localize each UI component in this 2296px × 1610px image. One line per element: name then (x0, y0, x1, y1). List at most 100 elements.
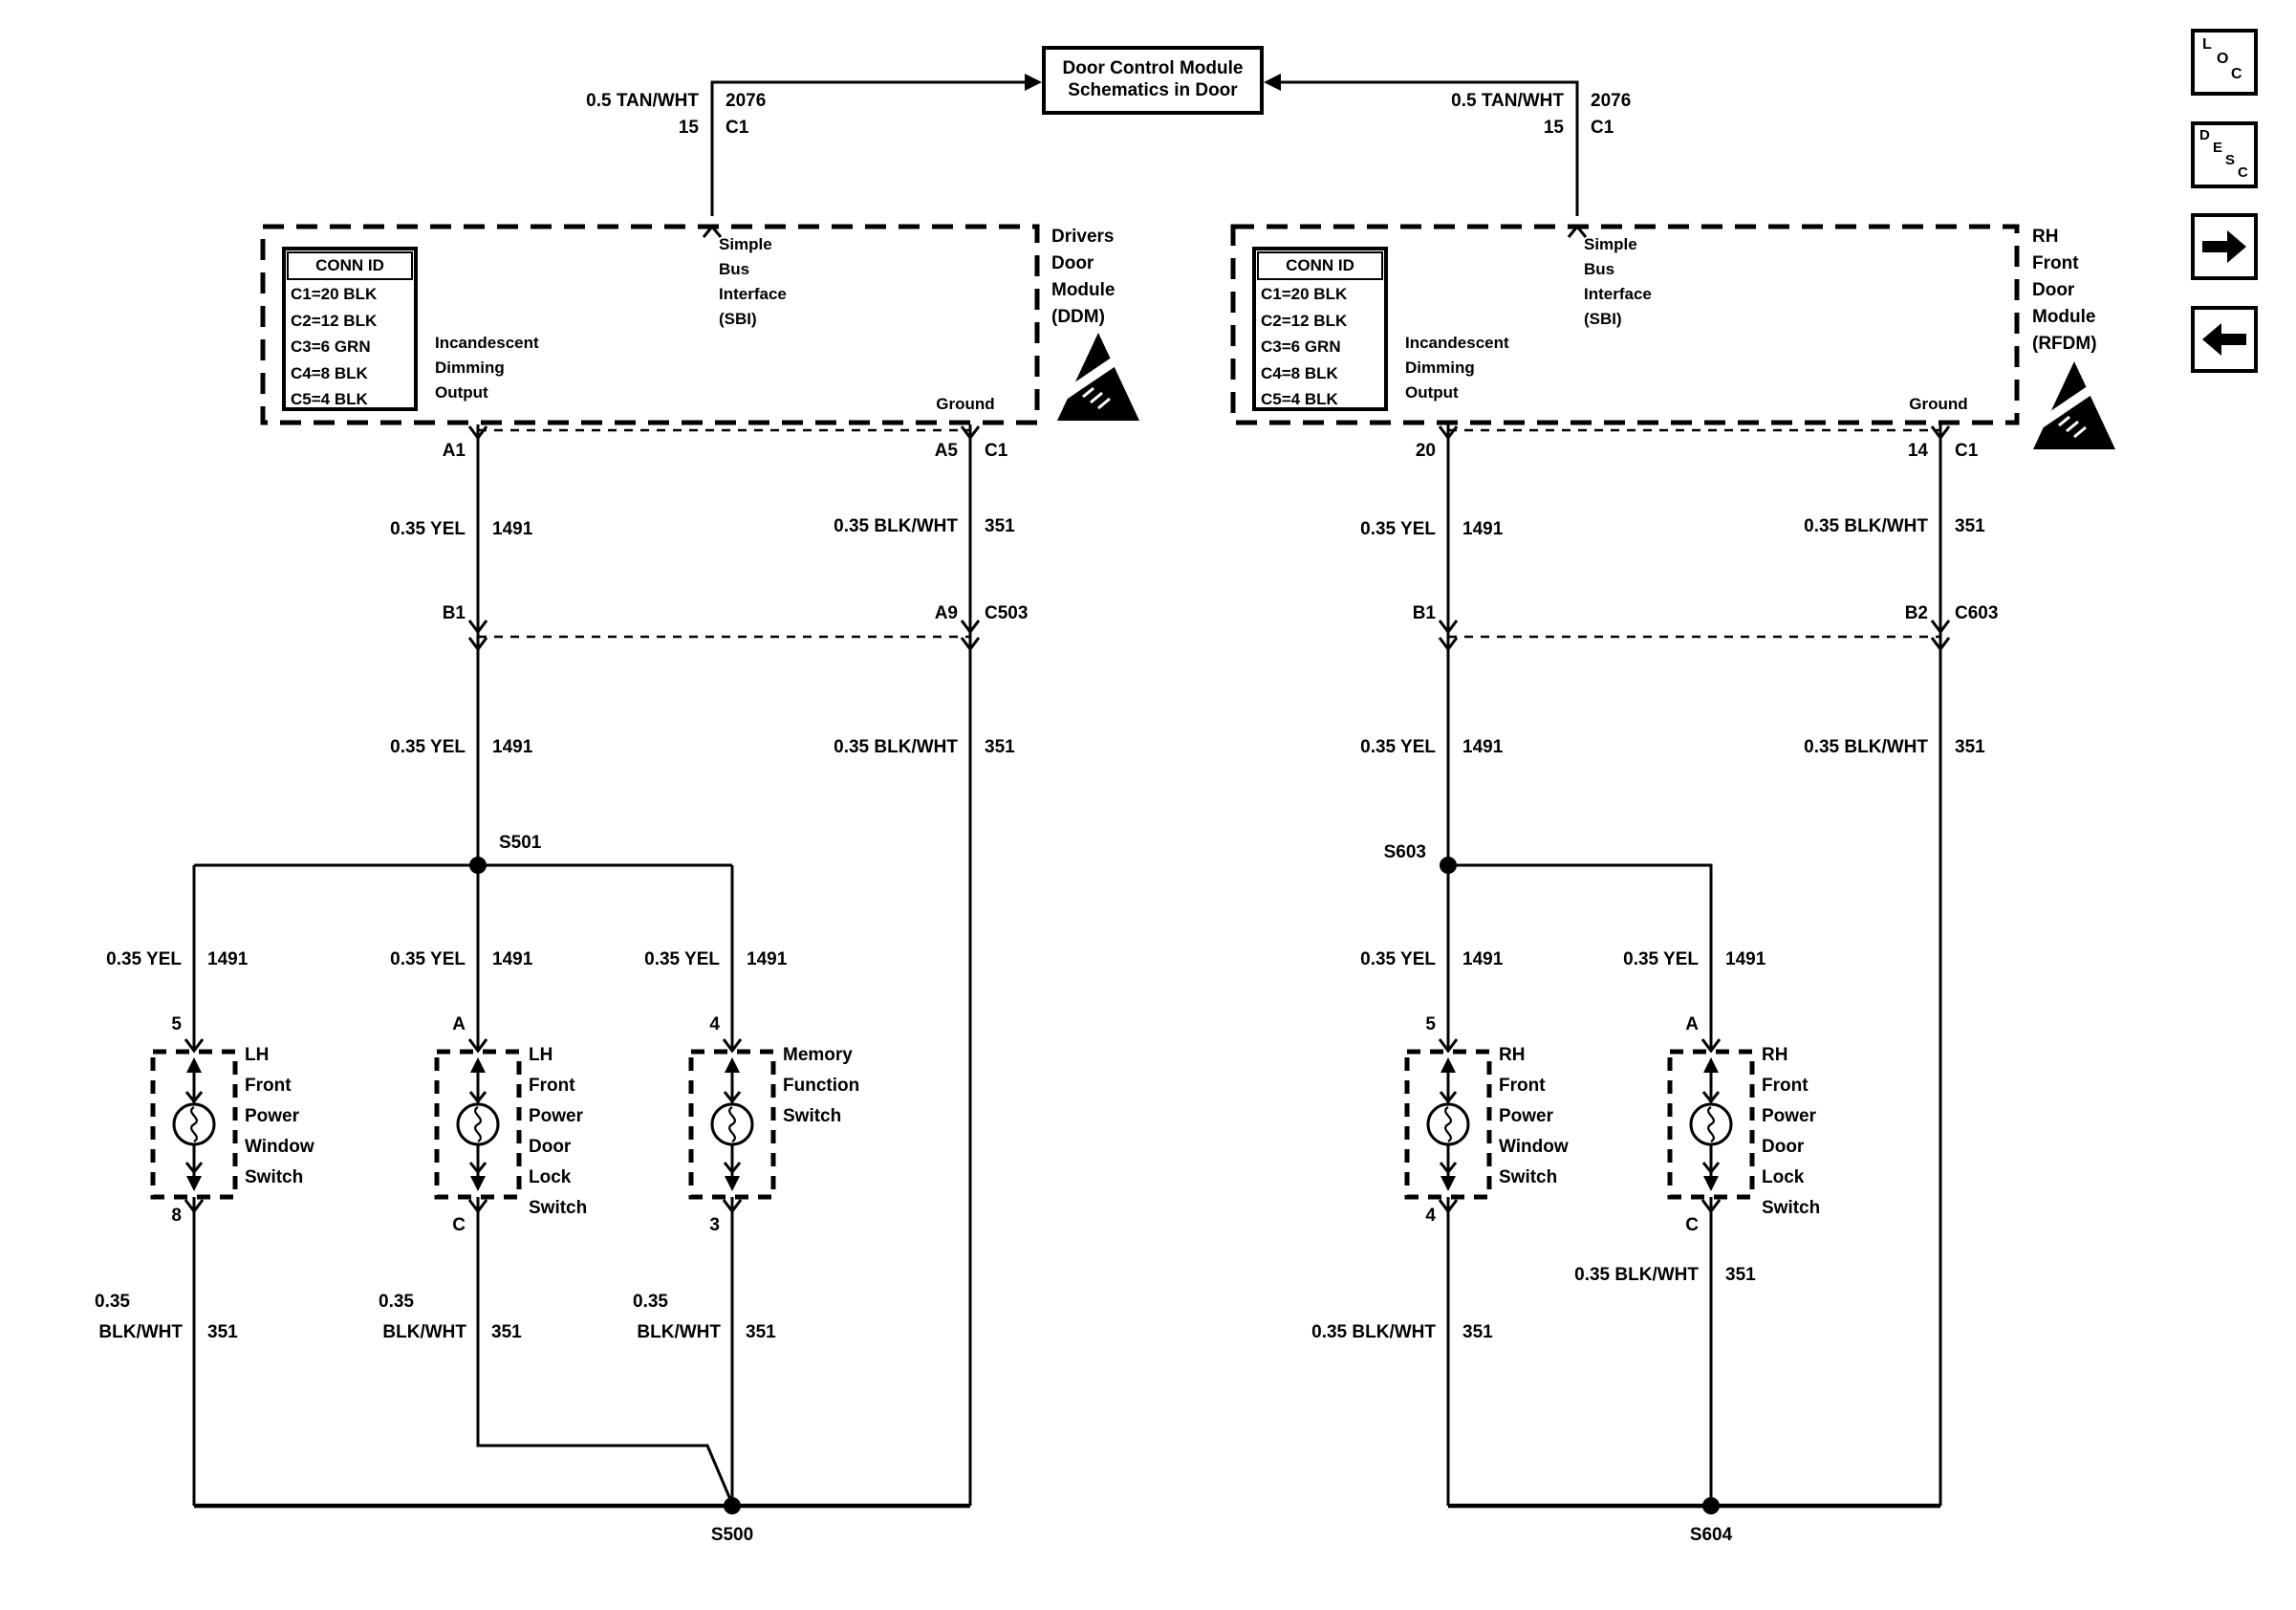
output-label: Dimming (1405, 359, 1475, 377)
wire-size: 0.35 (379, 1292, 414, 1312)
wire-label: 0.35 YEL (390, 519, 466, 539)
wire-color: BLK/WHT (98, 1322, 183, 1342)
esd-warning-icon (1057, 333, 1139, 421)
splice-s500-dot (724, 1497, 741, 1514)
switch-name: LH (529, 1045, 553, 1065)
wire-size: 0.35 (633, 1292, 668, 1312)
pin-label: B2 (1904, 603, 1928, 623)
module-name: Drivers (1051, 227, 1115, 247)
pin-label: A5 (934, 441, 958, 461)
splice-label: S500 (710, 1525, 754, 1545)
circuit-number: 1491 (747, 949, 788, 969)
wire-label: 0.35 YEL (1360, 737, 1436, 757)
right-arrow-icon (2202, 230, 2246, 263)
circuit-number: 1491 (1462, 519, 1504, 539)
connector-label: C503 (985, 603, 1029, 623)
circuit-number: 351 (207, 1322, 238, 1342)
connector-label: C1 (726, 118, 749, 138)
conn-id-row: C2=12 BLK (1261, 311, 1348, 330)
output-label: Output (1405, 383, 1459, 402)
circuit-number: 351 (1462, 1322, 1493, 1342)
pin-label: 15 (678, 118, 699, 138)
switch-name: Window (245, 1137, 314, 1157)
pin-label: B1 (1412, 603, 1436, 623)
switch-name: Front (529, 1076, 575, 1096)
s603-branch-rail (1448, 863, 1713, 1052)
loc-button[interactable]: L O C (2191, 29, 2258, 96)
circuit-number: 2076 (1591, 91, 1632, 111)
wire-label: 0.35 YEL (1360, 519, 1436, 539)
switch-name: Switch (1762, 1198, 1821, 1218)
circuit-number: 2076 (726, 91, 767, 111)
rfdm-module-outline (1230, 224, 2020, 425)
circuit-number: 351 (1725, 1265, 1756, 1285)
switch-name: Power (1762, 1106, 1817, 1126)
switch-name: Door (529, 1137, 572, 1157)
conn-id-table: CONN ID C1=20 BLK C2=12 BLK C3=6 GRN C4=… (1252, 247, 1388, 411)
left-arrow-icon (2202, 323, 2246, 356)
pin-label: B1 (442, 603, 466, 623)
splice-label: S604 (1689, 1525, 1733, 1545)
switch-name: Door (1762, 1137, 1805, 1157)
switch-name: Power (1499, 1106, 1554, 1126)
switch-name: Front (1762, 1076, 1809, 1096)
conn-id-row: C3=6 GRN (1261, 337, 1341, 356)
circuit-number: 351 (491, 1322, 522, 1342)
sbi-label: (SBI) (1584, 310, 1622, 328)
pin-label: 4 (1425, 1206, 1436, 1226)
wire-label: 0.35 YEL (106, 949, 182, 969)
module-name: Door (2032, 280, 2075, 300)
circuit-number: 351 (985, 737, 1015, 757)
right-feed-wire (1281, 80, 1579, 216)
conn-id-table: CONN ID C1=20 BLK C2=12 BLK C3=6 GRN C4=… (282, 247, 418, 411)
rh-window-switch-symbol (1407, 1052, 1489, 1197)
wire-label: 0.35 BLK/WHT (1311, 1322, 1436, 1342)
connector-label: C603 (1955, 603, 1999, 623)
module-name: Door (1051, 253, 1094, 273)
circuit-number: 1491 (207, 949, 249, 969)
wire-label: 0.35 BLK/WHT (1804, 737, 1928, 757)
switch-name: Power (245, 1106, 300, 1126)
sbi-label: Simple (719, 235, 772, 253)
conn-id-row: C4=8 BLK (1261, 363, 1338, 382)
module-name: (RFDM) (2032, 334, 2097, 354)
ground-label: Ground (936, 395, 995, 413)
sbi-label: Simple (1584, 235, 1637, 253)
wire-label: 0.5 TAN/WHT (1451, 91, 1564, 111)
splice-label: S603 (1383, 842, 1426, 862)
circuit-number: 1491 (492, 519, 533, 539)
output-label: Incandescent (1405, 334, 1509, 352)
pin-label: 5 (171, 1014, 182, 1034)
lh-window-switch-symbol (153, 1052, 235, 1197)
previous-page-button[interactable] (2191, 306, 2258, 373)
conn-id-header: CONN ID (1257, 251, 1383, 280)
rh-door-lock-switch-symbol (1670, 1052, 1752, 1197)
ground-label: Ground (1909, 395, 1968, 413)
switch-name: RH (1499, 1045, 1526, 1065)
switch-name: Window (1499, 1137, 1569, 1157)
wire-color: BLK/WHT (637, 1322, 721, 1342)
switch-name: Switch (783, 1106, 842, 1126)
pin-label: C (1685, 1215, 1699, 1235)
module-name: Front (2032, 253, 2079, 273)
wire-label: 0.35 BLK/WHT (1574, 1265, 1699, 1285)
arrow-to-header-icon (1264, 74, 1281, 91)
pin-label: 15 (1543, 118, 1564, 138)
desc-button[interactable]: D E S C (2191, 121, 2258, 188)
arrow-to-header-icon (1025, 74, 1042, 91)
module-name: (DDM) (1051, 307, 1105, 327)
circuit-number: 351 (746, 1322, 776, 1342)
switch-name: Power (529, 1106, 584, 1126)
esd-warning-icon (2033, 361, 2115, 449)
output-label: Dimming (435, 359, 505, 377)
sbi-label: (SBI) (719, 310, 757, 328)
wire-label: 0.35 BLK/WHT (1804, 516, 1928, 536)
output-label: Incandescent (435, 334, 539, 352)
right-diagram-wiring (1230, 74, 2115, 1514)
circuit-number: 1491 (492, 949, 533, 969)
next-page-button[interactable] (2191, 213, 2258, 280)
circuit-number: 351 (1955, 737, 1985, 757)
pin-label: A1 (442, 441, 466, 461)
wire-label: 0.35 YEL (1360, 949, 1436, 969)
